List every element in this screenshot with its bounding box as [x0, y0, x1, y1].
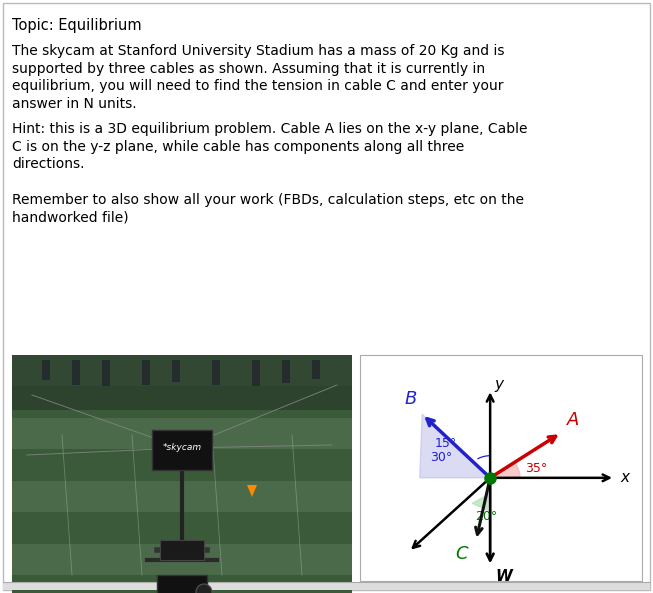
Text: directions.: directions.	[12, 157, 84, 171]
Polygon shape	[472, 495, 487, 510]
Bar	[12, 355, 352, 410]
Bar	[142, 360, 150, 384]
Bar	[12, 575, 352, 593]
Polygon shape	[420, 414, 490, 478]
Text: W: W	[496, 569, 513, 584]
Bar	[212, 360, 220, 384]
Bar	[72, 360, 80, 387]
Circle shape	[196, 584, 212, 593]
Bar	[12, 355, 352, 387]
Bar	[12, 418, 352, 449]
Bar	[360, 355, 642, 581]
Bar	[102, 360, 110, 387]
Text: The skycam at Stanford University Stadium has a mass of 20 Kg and is: The skycam at Stanford University Stadiu…	[12, 44, 505, 58]
Bar	[282, 360, 290, 385]
Text: x: x	[620, 470, 629, 485]
Text: 35°: 35°	[526, 463, 548, 476]
Text: Remember to also show all your work (FBDs, calculation steps, etc on the: Remember to also show all your work (FBD…	[12, 193, 524, 207]
Bar	[12, 544, 352, 575]
Text: 15°: 15°	[434, 437, 456, 450]
Bar	[3, 582, 650, 590]
Text: equilibrium, you will need to find the tension in cable C and enter your: equilibrium, you will need to find the t…	[12, 79, 503, 93]
Bar	[42, 360, 50, 385]
Bar	[12, 512, 352, 544]
Bar	[157, 575, 207, 593]
Bar	[12, 449, 352, 481]
Text: C is on the y-z plane, while cable has components along all three: C is on the y-z plane, while cable has c…	[12, 139, 464, 154]
Bar	[312, 360, 320, 385]
Bar	[12, 387, 352, 418]
Text: 30°: 30°	[430, 451, 452, 464]
Bar	[172, 360, 180, 384]
Bar	[160, 540, 204, 560]
Bar	[12, 355, 352, 575]
Text: handworked file): handworked file)	[12, 211, 129, 225]
Text: 20°: 20°	[475, 510, 498, 523]
Text: Topic: Equilibrium: Topic: Equilibrium	[12, 18, 142, 33]
Text: y: y	[494, 377, 503, 392]
Text: answer in N units.: answer in N units.	[12, 97, 136, 110]
Text: supported by three cables as shown. Assuming that it is currently in: supported by three cables as shown. Assu…	[12, 62, 485, 75]
Bar	[152, 430, 212, 470]
Text: *skycam: *skycam	[163, 444, 202, 452]
Text: C: C	[455, 546, 468, 563]
Polygon shape	[247, 485, 257, 497]
Bar	[252, 360, 260, 387]
Text: B: B	[404, 390, 417, 408]
Bar	[12, 481, 352, 512]
Polygon shape	[490, 463, 520, 478]
Text: Hint: this is a 3D equilibrium problem. Cable A lies on the x-y plane, Cable: Hint: this is a 3D equilibrium problem. …	[12, 122, 528, 136]
Text: A: A	[567, 411, 579, 429]
